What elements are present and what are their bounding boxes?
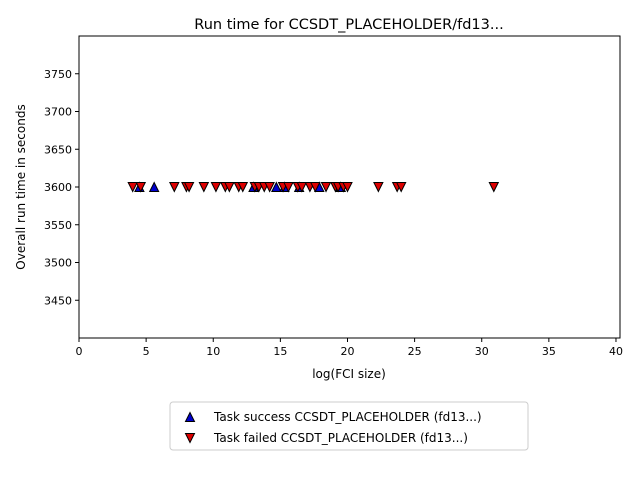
failed-point xyxy=(198,182,210,193)
legend: Task success CCSDT_PLACEHOLDER (fd13...)… xyxy=(169,401,529,451)
y-tick-label: 3550 xyxy=(44,219,72,232)
failed-point xyxy=(395,182,407,193)
failed-point xyxy=(283,182,294,193)
y-tick-label: 3500 xyxy=(44,257,72,270)
failed-point xyxy=(210,182,222,193)
failed-point xyxy=(296,182,308,193)
x-tick-label: 30 xyxy=(475,345,489,358)
x-tick-label: 20 xyxy=(340,345,354,358)
failed-point xyxy=(320,182,332,193)
x-tick-label: 5 xyxy=(143,345,150,358)
data-marks xyxy=(127,181,500,193)
failed-point xyxy=(135,182,147,193)
failed-point xyxy=(488,182,500,193)
legend-frame xyxy=(169,401,529,451)
x-tick-label: 0 xyxy=(76,345,83,358)
x-tick-label: 35 xyxy=(542,345,556,358)
failed-point xyxy=(309,182,321,193)
y-tick-label: 3600 xyxy=(44,181,72,194)
failed-point xyxy=(127,182,139,193)
x-axis-label: log(FCI size) xyxy=(312,367,386,381)
x-tick-label: 40 xyxy=(609,345,623,358)
legend-marker-failed xyxy=(184,433,196,444)
y-axis: 3450 3500 3550 3600 3650 3700 3750 xyxy=(44,68,79,307)
chart-title: Run time for CCSDT_PLACEHOLDER/fd13... xyxy=(194,17,503,33)
success-point xyxy=(148,181,160,192)
x-tick-label: 15 xyxy=(273,345,287,358)
x-axis: 0 5 10 15 20 25 30 35 40 xyxy=(76,338,623,358)
success-point xyxy=(271,181,282,192)
legend-marker-success xyxy=(184,411,196,422)
y-tick-label: 3750 xyxy=(44,68,72,81)
failed-point xyxy=(342,182,353,193)
legend-label-success: Task success CCSDT_PLACEHOLDER (fd13...) xyxy=(213,410,482,424)
y-tick-label: 3650 xyxy=(44,143,72,156)
y-tick-label: 3700 xyxy=(44,106,72,119)
legend-label-failed: Task failed CCSDT_PLACEHOLDER (fd13...) xyxy=(213,431,468,445)
y-tick-label: 3450 xyxy=(44,294,72,307)
failed-point xyxy=(264,182,275,193)
failed-point xyxy=(224,182,235,193)
x-tick-label: 10 xyxy=(206,345,220,358)
failed-point xyxy=(373,182,384,193)
y-axis-label: Overall run time in seconds xyxy=(14,104,28,269)
failed-point xyxy=(237,182,249,193)
x-tick-label: 25 xyxy=(408,345,422,358)
failed-point xyxy=(183,182,195,193)
failed-point xyxy=(169,182,180,193)
